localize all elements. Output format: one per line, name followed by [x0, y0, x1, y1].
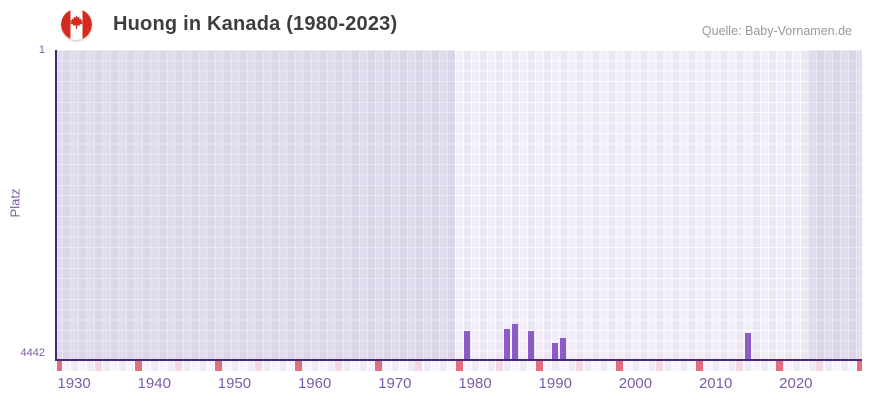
pre-range-shade: [57, 50, 455, 361]
half-decade-marker-1973: [415, 361, 423, 371]
x-tick-label-1980: 1980: [458, 375, 492, 392]
decade-marker-row: [57, 361, 862, 371]
x-axis-tick-labels: 1930 1940 1950 1960 1970 1980 1990 2000 2010 2020: [57, 375, 862, 397]
half-decade-marker-1953: [255, 361, 262, 371]
rank-bar-1979[interactable]: [464, 331, 471, 361]
rank-bar-1985[interactable]: [512, 323, 519, 361]
decade-marker-1988: [535, 361, 543, 371]
half-decade-marker-1933: [94, 361, 102, 371]
decade-marker-1938: [134, 361, 142, 371]
x-tick-label-1970: 1970: [378, 375, 412, 392]
decade-marker-1928: [57, 361, 62, 371]
decade-marker-1978: [455, 361, 463, 371]
rank-bar-2014[interactable]: [744, 332, 751, 361]
decade-marker-1998: [615, 361, 623, 371]
half-decade-marker-2013: [736, 361, 744, 371]
half-decade-marker-1993: [575, 361, 583, 371]
rank-bar-1991[interactable]: [560, 338, 567, 361]
decade-marker-1958: [295, 361, 303, 371]
decade-marker-2008: [696, 361, 704, 371]
half-decade-marker-2003: [656, 361, 663, 371]
half-decade-marker-1943: [174, 361, 182, 371]
rank-bar-1987[interactable]: [528, 330, 535, 361]
rank-bar-1984[interactable]: [504, 329, 511, 361]
x-tick-label-2000: 2000: [618, 375, 653, 392]
half-decade-marker-2023: [816, 361, 824, 371]
y-tick-label-top: 1: [38, 44, 45, 56]
rank-bar-1990[interactable]: [552, 343, 559, 361]
y-axis-line: [55, 50, 57, 361]
decade-marker-2018: [776, 361, 784, 371]
decade-marker-1948: [214, 361, 222, 371]
x-tick-label-1950: 1950: [217, 375, 252, 392]
plot-area: [57, 50, 862, 361]
x-tick-label-2010: 2010: [698, 375, 733, 392]
chart-title: Huong in Kanada (1980-2023): [113, 13, 398, 35]
half-decade-marker-1983: [495, 361, 503, 371]
source-credit: Quelle: Baby-Vornamen.de: [701, 24, 852, 38]
y-axis-label: Platz: [7, 188, 23, 218]
x-axis-line: [55, 359, 862, 361]
post-range-shade: [807, 50, 862, 361]
decade-marker-1968: [375, 361, 383, 371]
x-tick-label-1930: 1930: [57, 375, 91, 392]
half-decade-marker-1963: [335, 361, 343, 371]
x-tick-label-2020: 2020: [779, 375, 813, 392]
y-tick-label-bottom: 4442: [20, 347, 45, 359]
x-tick-label-1990: 1990: [538, 375, 572, 392]
x-tick-label-1960: 1960: [297, 375, 332, 392]
x-tick-label-1940: 1940: [137, 375, 171, 392]
decade-marker-2028: [856, 361, 862, 371]
canada-flag-icon: [61, 9, 92, 40]
